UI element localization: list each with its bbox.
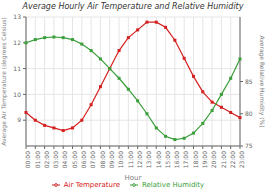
svg-text:Hour: Hour bbox=[125, 174, 142, 182]
svg-text:Average Air Temperature (degre: Average Air Temperature (degrees Celsius… bbox=[8, 17, 9, 146]
svg-text:21:00: 21:00 bbox=[220, 151, 227, 168]
svg-text:03:00: 03:00 bbox=[52, 151, 59, 168]
svg-text:9: 9 bbox=[17, 116, 21, 123]
svg-text:08:00: 08:00 bbox=[99, 151, 106, 168]
svg-text:10: 10 bbox=[13, 91, 21, 98]
svg-text:12:00: 12:00 bbox=[136, 151, 143, 168]
svg-text:17:00: 17:00 bbox=[182, 151, 189, 168]
svg-text:13:00: 13:00 bbox=[145, 151, 152, 168]
svg-text:80: 80 bbox=[245, 110, 253, 117]
svg-text:00:00: 00:00 bbox=[24, 151, 31, 168]
svg-text:14:00: 14:00 bbox=[155, 151, 162, 168]
svg-text:11: 11 bbox=[13, 65, 21, 72]
svg-text:19:00: 19:00 bbox=[201, 151, 208, 168]
svg-text:23:00: 23:00 bbox=[238, 151, 245, 168]
html-text:Air Temperature: Air Temperature bbox=[63, 181, 120, 189]
svg-text:Average Relative Humidity (%): Average Relative Humidity (%) bbox=[258, 35, 259, 127]
svg-text:09:00: 09:00 bbox=[108, 151, 115, 168]
html-text:Relative Humidity: Relative Humidity bbox=[142, 181, 205, 189]
svg-text:11:00: 11:00 bbox=[127, 151, 134, 168]
svg-text:12: 12 bbox=[13, 39, 21, 46]
svg-text:22:00: 22:00 bbox=[229, 151, 236, 168]
svg-text:20:00: 20:00 bbox=[210, 151, 217, 168]
svg-text:07:00: 07:00 bbox=[89, 151, 96, 168]
svg-text:04:00: 04:00 bbox=[61, 151, 68, 168]
svg-text:16:00: 16:00 bbox=[173, 151, 180, 168]
svg-text:85: 85 bbox=[245, 78, 253, 85]
svg-text:10:00: 10:00 bbox=[117, 151, 124, 168]
html-text:Average Hourly Air Temperature: Average Hourly Air Temperature and Relat… bbox=[22, 2, 244, 11]
svg-text:01:00: 01:00 bbox=[34, 151, 41, 168]
svg-text:13: 13 bbox=[13, 13, 21, 20]
svg-text:05:00: 05:00 bbox=[71, 151, 78, 168]
svg-text:02:00: 02:00 bbox=[43, 151, 50, 168]
svg-text:06:00: 06:00 bbox=[80, 151, 87, 168]
svg-text:15:00: 15:00 bbox=[164, 151, 171, 168]
svg-text:75: 75 bbox=[245, 142, 253, 149]
svg-text:18:00: 18:00 bbox=[192, 151, 199, 168]
